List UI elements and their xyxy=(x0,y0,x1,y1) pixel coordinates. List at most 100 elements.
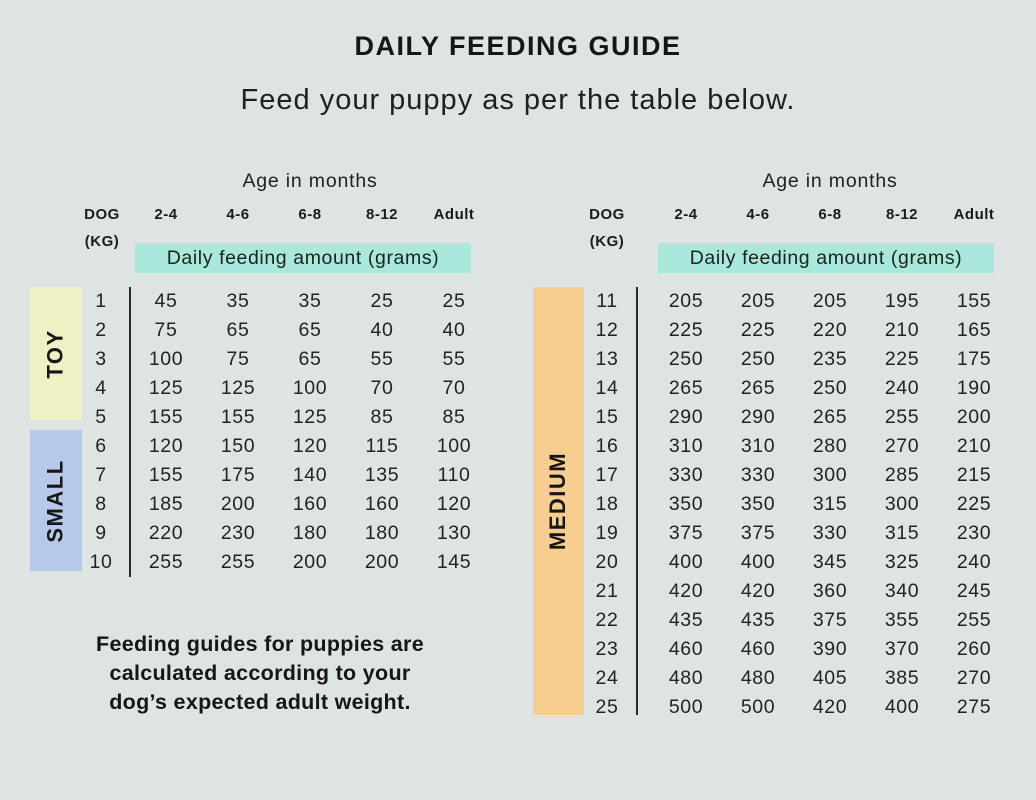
toy-group-band: TOY xyxy=(30,287,82,420)
feeding-amount: 70 xyxy=(370,377,394,399)
feeding-amount: 55 xyxy=(370,348,394,370)
feeding-amount: 370 xyxy=(884,638,920,660)
feeding-amount: 160 xyxy=(364,493,400,515)
kg-value: 1 xyxy=(95,290,107,312)
feeding-amount: 195 xyxy=(884,290,920,312)
feeding-amount: 350 xyxy=(740,493,776,515)
kg-column: 1 2 3 4 5 6 7 8 9 10 xyxy=(78,287,124,577)
feeding-amount: 315 xyxy=(812,493,848,515)
dog-header: DOG xyxy=(84,206,120,223)
kg-value: 22 xyxy=(595,609,619,631)
feeding-amount: 130 xyxy=(436,522,472,544)
feeding-amount: 375 xyxy=(668,522,704,544)
small-group-band: SMALL xyxy=(30,430,82,571)
feeding-amount: 125 xyxy=(292,406,328,428)
feeding-amount: 240 xyxy=(884,377,920,399)
footnote-line: Feeding guides for puppies are xyxy=(96,632,424,656)
age-column-header: 4-6 xyxy=(746,206,770,223)
feeding-amount: 215 xyxy=(956,464,992,486)
age-column-header: Adult xyxy=(953,206,995,223)
feeding-amount: 70 xyxy=(442,377,466,399)
feeding-amount: 420 xyxy=(668,580,704,602)
age-columns-header-row: 2-4 4-6 6-8 8-12 Adult xyxy=(130,206,490,223)
feeding-amount: 255 xyxy=(884,406,920,428)
feeding-amount: 225 xyxy=(740,319,776,341)
kg-value: 24 xyxy=(595,667,619,689)
feeding-values-grid: 205 205 205 195 155 225 225 220 210 165 250 250 235 2… xyxy=(650,287,1010,722)
feeding-amount: 180 xyxy=(292,522,328,544)
feeding-amount: 480 xyxy=(668,667,704,689)
age-in-months-header: Age in months xyxy=(762,170,898,192)
feeding-amount: 200 xyxy=(956,406,992,428)
feeding-amount: 150 xyxy=(220,435,256,457)
kg-value: 16 xyxy=(595,435,619,457)
feeding-amount: 220 xyxy=(812,319,848,341)
feeding-amount: 460 xyxy=(740,638,776,660)
feeding-amount: 125 xyxy=(220,377,256,399)
feeding-amount: 265 xyxy=(812,406,848,428)
feeding-amount: 225 xyxy=(668,319,704,341)
feeding-amount: 115 xyxy=(365,435,399,457)
feeding-amount: 285 xyxy=(884,464,920,486)
feeding-amount: 360 xyxy=(812,580,848,602)
feeding-amount: 340 xyxy=(884,580,920,602)
age-column-header: 2-4 xyxy=(674,206,698,223)
feeding-amount: 225 xyxy=(884,348,920,370)
feeding-amount: 330 xyxy=(740,464,776,486)
feeding-amount: 255 xyxy=(148,551,184,573)
feeding-amount: 65 xyxy=(226,319,250,341)
feeding-amount: 210 xyxy=(956,435,992,457)
feeding-amount: 435 xyxy=(740,609,776,631)
feeding-amount: 500 xyxy=(740,696,776,718)
feeding-amount: 205 xyxy=(668,290,704,312)
feeding-amount: 265 xyxy=(668,377,704,399)
feeding-amount: 200 xyxy=(364,551,400,573)
kg-value: 4 xyxy=(95,377,107,399)
age-column-header: 4-6 xyxy=(226,206,250,223)
feeding-amount: 315 xyxy=(884,522,920,544)
kg-value: 9 xyxy=(95,522,107,544)
feeding-amount: 120 xyxy=(148,435,184,457)
footnote-line: calculated according to your xyxy=(109,661,411,685)
feeding-amount: 75 xyxy=(226,348,250,370)
feeding-amount: 350 xyxy=(668,493,704,515)
kg-column: 11 12 13 14 15 16 17 18 19 20 21 22 23 24 25 xyxy=(583,287,631,722)
kg-value: 10 xyxy=(89,551,113,573)
feeding-amount: 480 xyxy=(740,667,776,689)
feeding-amount: 235 xyxy=(812,348,848,370)
feeding-amount: 420 xyxy=(740,580,776,602)
kg-value: 25 xyxy=(595,696,619,718)
daily-feeding-amount-band: Daily feeding amount (grams) xyxy=(135,243,471,273)
feeding-amount: 420 xyxy=(812,696,848,718)
feeding-amount: 225 xyxy=(956,493,992,515)
medium-group-label: MEDIUM xyxy=(545,451,571,551)
feeding-amount: 45 xyxy=(154,290,178,312)
feeding-amount: 35 xyxy=(298,290,322,312)
feeding-amount: 25 xyxy=(442,290,466,312)
feeding-amount: 65 xyxy=(298,348,322,370)
footnote-line: dog’s expected adult weight. xyxy=(109,690,411,714)
feeding-amount: 280 xyxy=(812,435,848,457)
feeding-amount: 270 xyxy=(956,667,992,689)
feeding-amount: 125 xyxy=(148,377,184,399)
kg-value: 7 xyxy=(95,464,107,486)
feeding-amount: 230 xyxy=(956,522,992,544)
page-title: DAILY FEEDING GUIDE xyxy=(354,31,682,61)
feeding-amount: 265 xyxy=(740,377,776,399)
kg-value: 14 xyxy=(595,377,619,399)
kg-value: 12 xyxy=(595,319,619,341)
feeding-amount: 400 xyxy=(740,551,776,573)
feeding-amount: 100 xyxy=(292,377,328,399)
feeding-amount: 175 xyxy=(220,464,256,486)
feeding-amount: 85 xyxy=(442,406,466,428)
age-column-header: 8-12 xyxy=(885,206,919,223)
feeding-amount: 330 xyxy=(668,464,704,486)
divider-line xyxy=(636,287,638,715)
feeding-amount: 375 xyxy=(740,522,776,544)
feeding-amount: 155 xyxy=(148,406,184,428)
kg-value: 15 xyxy=(595,406,619,428)
feeding-amount: 290 xyxy=(668,406,704,428)
feeding-amount: 210 xyxy=(884,319,920,341)
